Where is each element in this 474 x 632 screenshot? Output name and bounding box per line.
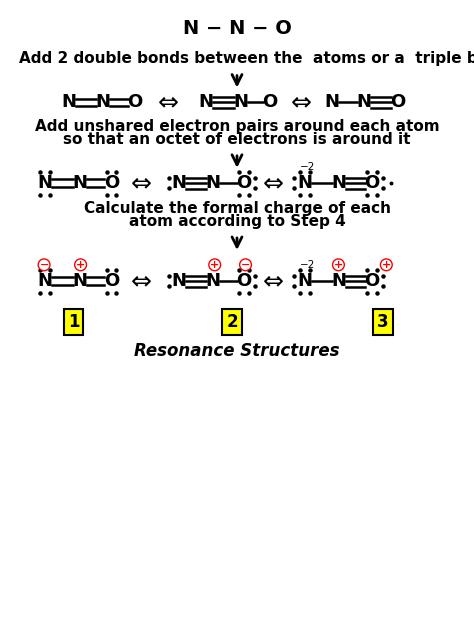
Text: O: O: [391, 94, 406, 111]
Text: N: N: [297, 174, 312, 192]
Text: O: O: [237, 174, 252, 192]
Text: ⇔: ⇔: [131, 269, 152, 293]
Text: N: N: [324, 94, 339, 111]
Text: atom according to Step 4: atom according to Step 4: [128, 214, 346, 229]
Text: O: O: [104, 174, 119, 192]
Text: N: N: [297, 272, 312, 290]
Text: +: +: [334, 260, 343, 270]
Text: N: N: [172, 174, 187, 192]
Text: N: N: [96, 94, 111, 111]
Text: ⇔: ⇔: [131, 171, 152, 195]
Text: O: O: [365, 272, 380, 290]
Text: ⇔: ⇔: [263, 269, 284, 293]
Text: ⇔: ⇔: [263, 171, 284, 195]
Text: Add unshared electron pairs around each atom: Add unshared electron pairs around each …: [35, 119, 439, 134]
Text: N: N: [206, 272, 221, 290]
Text: O: O: [365, 174, 380, 192]
Text: O: O: [237, 272, 252, 290]
Text: −: −: [241, 260, 250, 270]
Text: N − N − O: N − N − O: [182, 19, 292, 38]
Text: N: N: [172, 272, 187, 290]
Text: N: N: [331, 174, 346, 192]
Text: N: N: [37, 272, 53, 290]
Text: N: N: [72, 272, 87, 290]
Text: 2: 2: [227, 313, 238, 331]
Text: N: N: [72, 174, 87, 192]
Text: O: O: [128, 94, 143, 111]
Text: 1: 1: [68, 313, 79, 331]
Text: N: N: [331, 272, 346, 290]
Text: N: N: [199, 94, 214, 111]
Text: Calculate the formal charge of each: Calculate the formal charge of each: [83, 201, 391, 216]
Text: N: N: [37, 174, 53, 192]
Text: N: N: [206, 174, 221, 192]
Text: N: N: [356, 94, 372, 111]
Text: Add 2 double bonds between the  atoms or a  triple bond: Add 2 double bonds between the atoms or …: [19, 51, 474, 66]
Text: O: O: [104, 272, 119, 290]
Text: Resonance Structures: Resonance Structures: [134, 342, 340, 360]
Text: +: +: [76, 260, 85, 270]
Text: +: +: [210, 260, 219, 270]
Text: 3: 3: [377, 313, 389, 331]
Text: −2: −2: [300, 260, 315, 270]
Text: O: O: [263, 94, 278, 111]
Text: ⇔: ⇔: [291, 90, 311, 114]
Text: N: N: [233, 94, 248, 111]
Text: −: −: [39, 260, 49, 270]
Text: ⇔: ⇔: [158, 90, 179, 114]
Text: so that an octet of electrons is around it: so that an octet of electrons is around …: [63, 131, 411, 147]
Text: +: +: [382, 260, 391, 270]
Text: N: N: [61, 94, 76, 111]
Text: −2: −2: [300, 162, 315, 172]
